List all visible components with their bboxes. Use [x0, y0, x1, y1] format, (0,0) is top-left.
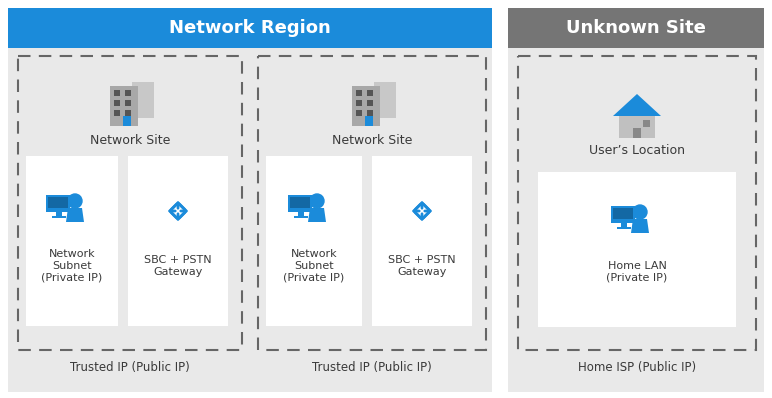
Bar	[258, 56, 486, 350]
Bar	[374, 82, 396, 118]
Bar	[508, 8, 764, 392]
Bar	[8, 8, 492, 392]
Text: Network Site: Network Site	[332, 135, 412, 148]
Text: Network Site: Network Site	[90, 135, 170, 148]
Bar	[125, 90, 131, 96]
Bar	[617, 227, 631, 229]
Bar	[356, 100, 362, 106]
Polygon shape	[308, 208, 326, 222]
Bar	[52, 216, 66, 218]
Bar	[8, 8, 492, 48]
Text: Network
Subnet
(Private IP): Network Subnet (Private IP)	[283, 250, 344, 283]
Bar	[367, 100, 373, 106]
Text: Unknown Site: Unknown Site	[566, 19, 706, 37]
Bar	[48, 197, 68, 208]
Bar	[356, 90, 362, 96]
Bar	[367, 90, 373, 96]
Text: Home LAN
(Private IP): Home LAN (Private IP)	[606, 261, 668, 283]
Bar	[367, 110, 373, 116]
Bar	[46, 195, 70, 212]
Text: Network Region: Network Region	[169, 19, 331, 37]
Bar	[352, 86, 380, 126]
Bar	[294, 216, 308, 218]
Bar	[508, 8, 764, 48]
Polygon shape	[631, 219, 649, 233]
Bar	[18, 56, 242, 350]
Bar	[492, 0, 508, 398]
Bar	[619, 116, 655, 138]
Bar	[613, 208, 633, 219]
Text: Trusted IP (Public IP): Trusted IP (Public IP)	[70, 361, 190, 375]
Bar	[621, 223, 627, 227]
Bar	[56, 212, 62, 216]
Bar	[372, 156, 472, 326]
Text: Home ISP (Public IP): Home ISP (Public IP)	[578, 361, 696, 375]
Bar	[114, 100, 120, 106]
Text: SBC + PSTN
Gateway: SBC + PSTN Gateway	[144, 255, 212, 277]
Text: Network
Subnet
(Private IP): Network Subnet (Private IP)	[42, 250, 103, 283]
Bar	[125, 110, 131, 116]
Bar	[128, 156, 228, 326]
Bar	[132, 82, 154, 118]
Bar	[266, 156, 362, 326]
Bar	[538, 172, 736, 327]
Text: User’s Location: User’s Location	[589, 144, 685, 156]
Text: SBC + PSTN
Gateway: SBC + PSTN Gateway	[388, 255, 455, 277]
Bar	[114, 90, 120, 96]
Circle shape	[633, 205, 647, 219]
Bar	[643, 120, 650, 127]
Bar	[611, 206, 635, 223]
Bar	[110, 86, 138, 126]
Bar	[114, 110, 120, 116]
Bar	[288, 195, 312, 212]
Bar	[518, 56, 756, 350]
Bar	[123, 116, 131, 126]
Bar	[298, 212, 304, 216]
Bar	[258, 56, 486, 350]
Bar	[356, 110, 362, 116]
Bar	[18, 56, 242, 350]
Circle shape	[310, 194, 324, 208]
Bar	[518, 56, 756, 350]
Polygon shape	[66, 208, 84, 222]
Bar	[26, 156, 118, 326]
Circle shape	[68, 194, 82, 208]
Bar	[365, 116, 373, 126]
Bar	[290, 197, 310, 208]
Bar	[125, 100, 131, 106]
Polygon shape	[613, 94, 661, 116]
Text: Trusted IP (Public IP): Trusted IP (Public IP)	[312, 361, 432, 375]
Bar	[633, 128, 641, 138]
